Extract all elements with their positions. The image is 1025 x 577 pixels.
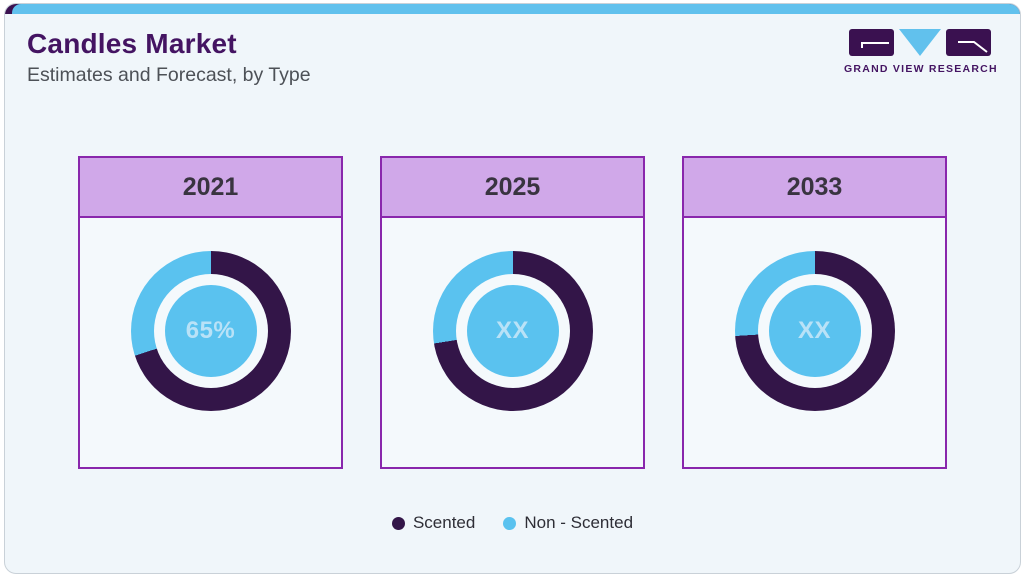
legend-label-non-scented: Non - Scented: [524, 513, 634, 532]
donut-center-value-2025: XX: [466, 285, 559, 377]
legend-item-scented: Scented: [391, 513, 476, 533]
legend-dot-non-scented-icon: [503, 516, 517, 530]
page-subtitle: Estimates and Forecast, by Type: [27, 64, 311, 86]
logo-g-block-icon: [849, 29, 894, 56]
header: Candles Market Estimates and Forecast, b…: [27, 28, 311, 87]
gvr-logo-shapes: [844, 29, 996, 56]
donut-center-value-2033: XX: [768, 285, 861, 377]
donut-chart-2033: XX: [734, 251, 895, 411]
top-accent-bar-blue: [12, 4, 1020, 14]
donut-chart-2021: 65%: [130, 251, 291, 411]
year-panels: 2021 65% 2025 XX 2033 X: [5, 156, 1020, 469]
legend-dot-scented-icon: [391, 516, 405, 530]
panel-body-2021: 65%: [80, 218, 341, 467]
panel-year-label-2033: 2033: [684, 158, 945, 218]
logo-v-triangle-icon: [899, 29, 941, 56]
top-accent-bar: [5, 4, 1020, 14]
year-panel-2021: 2021 65%: [78, 156, 343, 469]
legend-label-scented: Scented: [412, 513, 476, 532]
legend-item-non-scented: Non - Scented: [503, 513, 633, 533]
panel-body-2033: XX: [684, 218, 945, 467]
gvr-logo: GRAND VIEW RESEARCH: [844, 29, 998, 75]
panel-year-label-2021: 2021: [80, 158, 341, 218]
donut-center-value-2021: 65%: [164, 285, 257, 377]
logo-wordmark: GRAND VIEW RESEARCH: [844, 63, 998, 75]
year-panel-2025: 2025 XX: [380, 156, 645, 469]
year-panel-2033: 2033 XX: [682, 156, 947, 469]
page-title: Candles Market: [27, 28, 237, 59]
panel-year-label-2025: 2025: [382, 158, 643, 218]
donut-chart-2025: XX: [432, 251, 593, 411]
panel-body-2025: XX: [382, 218, 643, 467]
logo-r-block-icon: [946, 29, 991, 56]
legend: Scented Non - Scented: [5, 513, 1020, 533]
infographic-card: Candles Market Estimates and Forecast, b…: [4, 3, 1021, 574]
